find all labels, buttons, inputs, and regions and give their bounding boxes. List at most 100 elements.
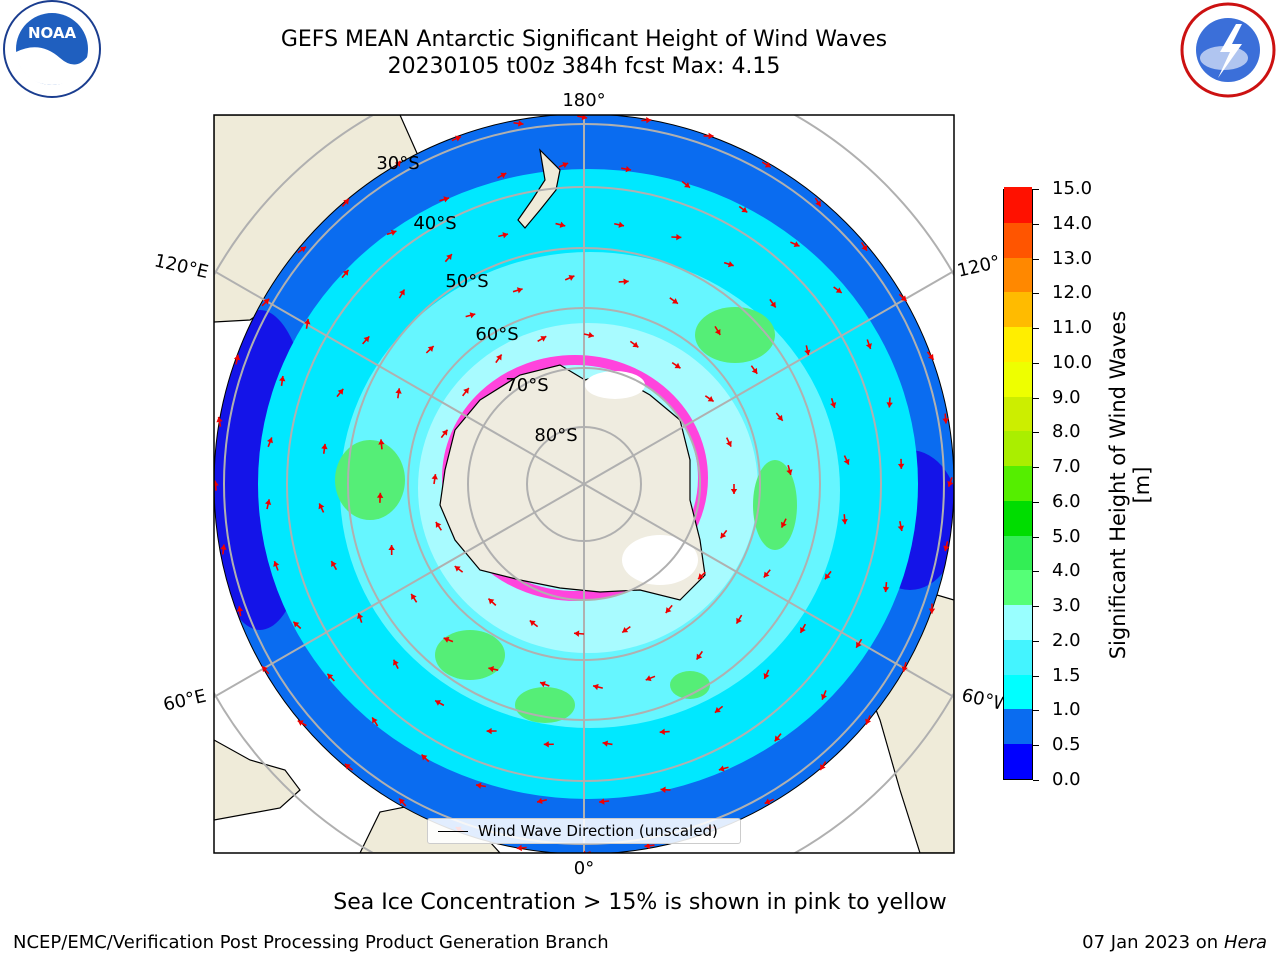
lon-label-0: 0° — [574, 858, 594, 879]
wind-wave-arrowhead — [337, 388, 344, 395]
wind-wave-arrowhead — [216, 416, 223, 423]
wind-wave-arrowhead — [593, 683, 599, 691]
colorbar-segment — [1004, 604, 1032, 640]
colorbar-tick-label: 13.0 — [1052, 247, 1093, 269]
wind-wave-arrowhead — [684, 182, 690, 188]
wind-wave-arrowhead — [824, 573, 831, 580]
colorbar-tick — [1033, 571, 1039, 573]
wind-wave-arrowhead — [763, 673, 770, 679]
legend-label: Wind Wave Direction (unscaled) — [478, 822, 718, 840]
lat-label-30s: 30°S — [376, 153, 419, 174]
wind-wave-arrowhead — [236, 606, 244, 612]
wind-wave-arrowhead — [559, 221, 566, 228]
ice-shelf-weddell — [622, 535, 698, 585]
colorbar-tick — [1033, 606, 1039, 608]
wind-wave-arrowhead — [455, 135, 462, 142]
wind-wave-arrowhead — [786, 469, 793, 475]
wind-wave-arrowhead — [928, 608, 936, 614]
wind-wave-arrowhead — [540, 681, 546, 688]
colorbar-segment — [1004, 187, 1032, 223]
chart-subtitle: 20230105 t00z 384h fcst Max: 4.15 — [387, 54, 781, 79]
wind-wave-arrowhead — [327, 673, 334, 680]
noaa-logo: NOAA — [3, 0, 101, 98]
wind-wave-arrowhead — [793, 241, 800, 248]
wind-wave-arrowhead — [537, 797, 543, 805]
land-new-zealand — [517, 148, 561, 229]
colorbar-segment — [1004, 465, 1032, 501]
wind-wave-arrowhead — [266, 437, 273, 444]
wind-wave-arrowhead — [780, 521, 787, 528]
lat-label-40s: 40°S — [413, 213, 456, 234]
wind-wave-arrowhead — [393, 659, 399, 666]
wind-wave-arrowhead — [443, 196, 450, 203]
wind-wave-arrowhead — [300, 246, 306, 253]
colorbar-tick-label: 9.0 — [1052, 386, 1081, 408]
colorbar-tick — [1033, 501, 1039, 503]
colorbar-tick — [1033, 640, 1039, 642]
wind-wave-arrowhead — [865, 718, 872, 725]
wave-high-6 — [670, 671, 710, 699]
colorbar-tick — [1033, 780, 1039, 781]
wind-wave-arrowhead — [427, 346, 434, 352]
wind-wave-arrowhead — [707, 395, 714, 402]
wind-wave-arrowhead — [646, 117, 652, 124]
colorbar-tick — [1033, 328, 1039, 330]
wind-wave-arrowhead — [942, 418, 949, 424]
wind-wave-arrowhead — [659, 728, 665, 736]
wind-wave-arrowhead — [376, 492, 384, 498]
wind-wave-arrowhead — [865, 343, 872, 349]
colorbar-tick-label: 2.0 — [1052, 629, 1081, 651]
colorbar-tick-label: 14.0 — [1052, 212, 1093, 234]
wind-wave-arrowhead — [297, 720, 304, 726]
colorbar-segment — [1004, 256, 1032, 293]
wind-wave-arrowhead — [262, 666, 268, 673]
wind-wave-arrowhead — [886, 402, 893, 408]
colorbar-tick-label: 7.0 — [1052, 456, 1081, 478]
wind-wave-arrowhead — [476, 782, 482, 789]
wind-wave-arrowhead — [568, 274, 575, 281]
wind-wave-arrowhead — [815, 200, 821, 207]
map-legend: Wind Wave Direction (unscaled) — [427, 818, 741, 844]
wind-wave-arrowhead — [672, 298, 678, 304]
colorbar-tick — [1033, 432, 1039, 434]
wind-wave-arrowhead — [726, 440, 732, 447]
colorbar-tick-label: 1.0 — [1052, 699, 1081, 721]
wind-wave-arrowhead — [321, 443, 328, 450]
colorbar-tick-label: 4.0 — [1052, 560, 1081, 582]
lat-label-50s: 50°S — [445, 271, 488, 292]
wind-wave-arrowhead — [698, 573, 704, 580]
noaa-logo-text: NOAA — [28, 24, 77, 42]
wind-wave-arrowhead — [441, 429, 448, 436]
wind-wave-arrowhead — [390, 229, 397, 236]
colorbar-tick — [1033, 710, 1039, 712]
wind-wave-arrowhead — [622, 626, 629, 633]
wind-wave-arrowhead — [502, 232, 509, 239]
wind-wave-arrowhead — [233, 354, 241, 361]
colorbar-tick-label: 3.0 — [1052, 595, 1081, 617]
wind-wave-arrowhead — [901, 666, 908, 672]
wind-wave-arrowhead — [943, 545, 950, 552]
wind-wave-arrowhead — [821, 693, 827, 700]
wind-wave-arrowhead — [435, 521, 442, 528]
wind-wave-arrowhead — [645, 675, 652, 682]
colorbar-tick — [1033, 536, 1039, 538]
colorbar-segment — [1004, 500, 1032, 536]
colorbar-tick — [1033, 745, 1039, 747]
wind-wave-arrowhead — [342, 269, 349, 276]
wave-high-1 — [335, 440, 405, 520]
wind-wave-arrowhead — [720, 532, 727, 539]
wind-wave-arrowhead — [443, 636, 450, 643]
wind-wave-arrowhead — [263, 298, 270, 305]
wind-wave-arrowhead — [500, 172, 507, 179]
footer-date: 07 Jan 2023 on Hera — [1082, 932, 1267, 953]
colorbar-tick — [1033, 258, 1039, 260]
wind-wave-arrowhead — [463, 387, 469, 394]
wind-wave-arrowhead — [394, 160, 401, 167]
colorbar-segment — [1004, 674, 1032, 710]
wind-wave-arrowhead — [488, 598, 495, 605]
wind-wave-arrowhead — [357, 613, 364, 619]
lat-label-70s: 70°S — [505, 375, 548, 396]
wind-wave-arrowhead — [378, 439, 385, 445]
wind-wave-arrowhead — [764, 798, 771, 805]
colorbar-tick-label: 10.0 — [1052, 351, 1093, 373]
